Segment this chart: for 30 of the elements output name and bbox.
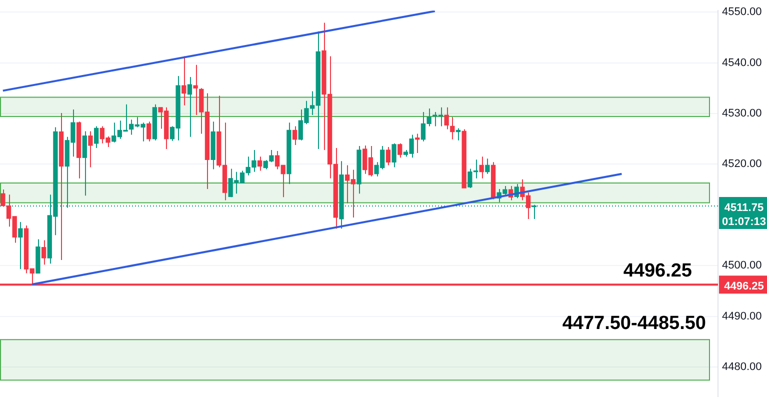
candlestick [257,156,262,172]
candlestick [386,146,391,166]
candlestick [450,116,455,140]
y-tick-label: 4530.00 [722,108,762,120]
candlestick [398,142,402,158]
ref-line-label: 4511.75 [724,202,764,214]
candlestick [479,156,484,179]
y-tick-label: 4480.00 [722,361,762,374]
ref-line-label: 4496.25 [623,260,692,282]
candlestick [392,142,396,168]
candlestick [485,158,490,174]
candlestick [94,126,99,148]
y-tick-label: 4550.00 [722,6,762,18]
text: 4496.25 [724,280,764,293]
candlestick [444,106,449,130]
y-tick-label: 4540.00 [722,56,762,69]
y-tick-label: 4490.00 [722,310,762,322]
text: 01:07:13 [722,216,766,228]
candlestick [187,76,192,138]
candlestick [82,130,87,196]
candlestick [41,240,46,266]
candlestick [88,130,93,168]
candlestick [18,222,23,270]
band-label: 4477.50-4485.50 [562,313,706,334]
y-tick-label: 4500.00 [722,260,762,272]
candlestick [146,121,152,142]
candlestick [193,64,198,116]
candlestick [182,56,186,106]
y-tick-label: 4520.00 [722,158,762,170]
candlestick [292,126,298,146]
